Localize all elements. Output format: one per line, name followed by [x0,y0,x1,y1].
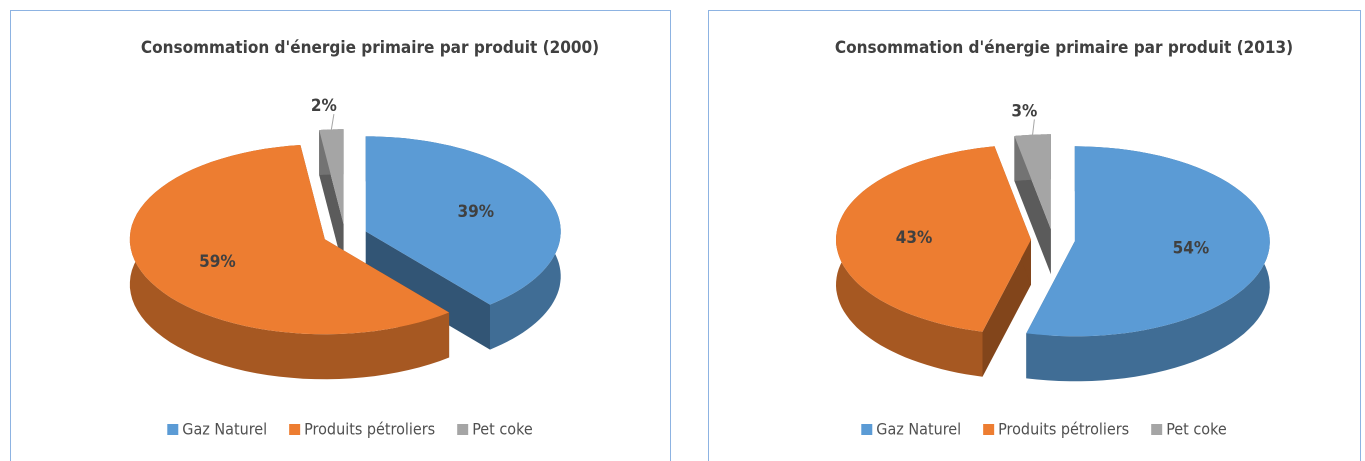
legend-swatch [457,424,469,435]
chart-title: Consommation d'énergie primaire par prod… [835,38,1293,58]
legend-label: Gaz Naturel [182,420,267,439]
data-label: 2% [311,96,337,116]
leader-line [330,114,335,130]
chart-title: Consommation d'énergie primaire par prod… [141,38,599,58]
legend-swatch [167,424,179,435]
legend-swatch [289,424,301,435]
slice-wall [365,231,490,350]
leader-line [1032,119,1035,135]
slice [365,136,561,305]
chart-frame [708,10,1361,461]
legend-label: Gaz Naturel [876,420,961,439]
legend-label: Produits pétroliers [304,420,435,439]
legend-swatch [983,424,995,435]
data-label: 54% [1173,238,1210,258]
slice [129,145,450,335]
slice-wall [982,239,1031,377]
slice [1026,146,1270,337]
slice [1014,134,1051,230]
legend: Gaz Naturel Produits pétroliers Pet coke [167,420,533,439]
legend-swatch [1151,424,1163,435]
legend-label: Pet coke [1166,420,1227,439]
data-label: 43% [896,228,933,248]
pie [129,114,561,380]
data-label: 59% [199,252,236,272]
legend: Gaz Naturel Produits pétroliers Pet coke [861,420,1227,439]
pie [836,119,1270,382]
slice [836,146,1031,332]
data-label: 3% [1011,101,1037,121]
chart-frame [10,10,671,461]
legend-label: Produits pétroliers [998,420,1129,439]
data-label: 39% [457,202,494,222]
legend-swatch [861,424,873,435]
legend-label: Pet coke [472,420,533,439]
slice [319,129,344,225]
